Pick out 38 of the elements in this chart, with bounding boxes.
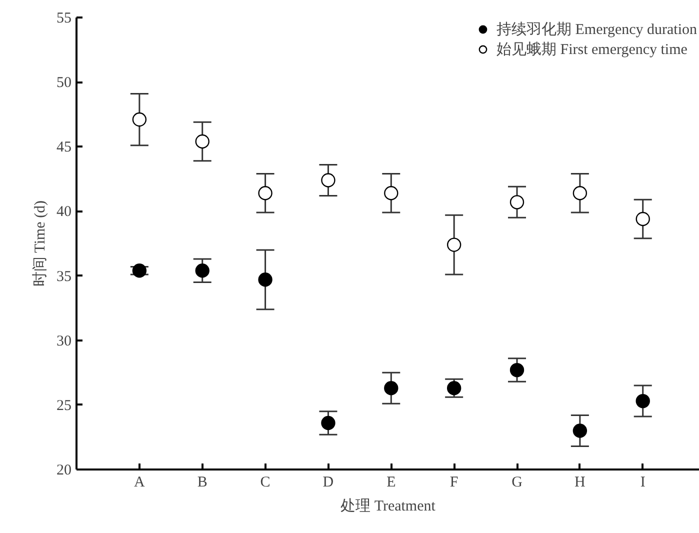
point [258,186,272,200]
legend-label: 始见蛾期 First emergency time [496,40,688,58]
point [321,416,336,430]
x-tick-label: C [260,474,270,490]
y-tick-label: 25 [56,398,72,414]
x-tick-label: G [512,474,523,490]
y-tick-label: 40 [56,204,72,220]
y-tick-label: 50 [56,75,72,92]
y-axis-title: 时间 Time (d) [32,200,48,287]
x-tick-label: H [574,474,586,490]
point [132,112,147,127]
point [636,212,650,226]
point [636,394,650,408]
y-tick-label: 55 [56,10,72,26]
x-axis-title: 处理 Treatment [340,498,436,514]
x-tick-label: A [134,474,146,490]
x-tick-label: I [640,474,646,490]
point [510,362,524,378]
point [258,272,272,287]
x-tick-label: E [386,474,396,490]
point [132,264,147,278]
point [572,186,588,200]
point [384,186,398,200]
point [446,238,462,252]
y-tick-label: 45 [56,140,72,156]
y-tick-label: 20 [56,462,72,478]
x-tick-label: F [450,474,458,490]
x-tick-label: B [197,474,208,490]
point [384,381,398,396]
point [572,424,588,438]
legend-label: 持续羽化期 Emergency duration [496,20,697,38]
point [195,264,210,278]
point [321,173,336,188]
y-tick-label: 35 [56,268,72,285]
point [195,134,210,149]
point [510,195,524,210]
y-tick-label: 30 [56,333,72,350]
x-tick-label: D [322,474,334,490]
